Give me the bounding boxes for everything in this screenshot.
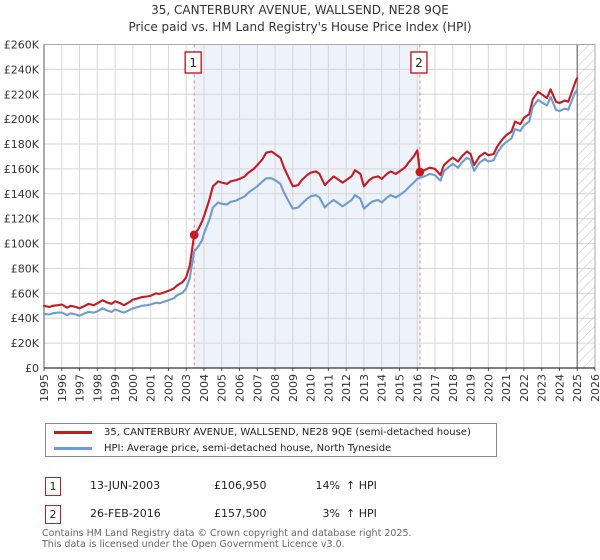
svg-text:1: 1 <box>189 56 197 70</box>
svg-text:2009: 2009 <box>287 374 300 402</box>
legend-item-hpi: HPI: Average price, semi-detached house,… <box>54 442 496 455</box>
svg-text:2010: 2010 <box>305 374 318 402</box>
sale-2-marker-badge: 2 <box>45 505 61 524</box>
blue-line-swatch <box>54 446 92 450</box>
sale-1-price: £106,950 <box>214 479 267 492</box>
svg-text:2026: 2026 <box>589 374 600 402</box>
price-chart: 1 2 £0 £20K £40K £60K £80K £100K £120K £140K £160K… <box>4 39 600 403</box>
svg-text:2011: 2011 <box>322 374 335 402</box>
sale-1-marker-badge: 1 <box>45 477 61 496</box>
svg-text:1996: 1996 <box>56 374 69 402</box>
sale-1-hpi-percent: 14% <box>315 479 340 492</box>
svg-text:2002: 2002 <box>162 374 175 402</box>
svg-text:£260K: £260K <box>4 39 40 52</box>
svg-text:2000: 2000 <box>127 374 140 402</box>
svg-text:2015: 2015 <box>393 374 406 402</box>
svg-text:£140K: £140K <box>4 188 40 201</box>
sale-2-price: £157,500 <box>214 507 267 520</box>
svg-text:2001: 2001 <box>145 374 158 402</box>
svg-text:2021: 2021 <box>500 374 513 402</box>
svg-text:£80K: £80K <box>11 262 40 275</box>
license-footer: Contains HM Land Registry data © Crown c… <box>42 528 412 550</box>
svg-text:£180K: £180K <box>4 138 40 151</box>
svg-text:£200K: £200K <box>4 113 40 126</box>
svg-text:2025: 2025 <box>571 374 584 402</box>
svg-text:2020: 2020 <box>482 374 495 402</box>
svg-text:2007: 2007 <box>251 374 264 402</box>
svg-text:2005: 2005 <box>216 374 229 402</box>
svg-text:2: 2 <box>415 56 423 70</box>
svg-text:2006: 2006 <box>234 374 247 402</box>
svg-text:£240K: £240K <box>4 63 40 76</box>
svg-text:£20K: £20K <box>11 337 40 350</box>
svg-text:2023: 2023 <box>536 374 549 402</box>
svg-text:2019: 2019 <box>465 374 478 402</box>
svg-text:£100K: £100K <box>4 238 40 251</box>
svg-text:2003: 2003 <box>180 374 193 402</box>
footer-line-1: Contains HM Land Registry data © Crown c… <box>42 528 412 539</box>
sale-2-date: 26-FEB-2016 <box>90 507 161 520</box>
svg-text:2022: 2022 <box>518 374 531 402</box>
svg-text:2013: 2013 <box>358 374 371 402</box>
red-line-swatch <box>54 430 92 434</box>
svg-text:£220K: £220K <box>4 88 40 101</box>
svg-text:2008: 2008 <box>269 374 282 402</box>
legend-item-property: 35, CANTERBURY AVENUE, WALLSEND, NE28 9Q… <box>54 426 496 439</box>
svg-text:£60K: £60K <box>11 287 40 300</box>
svg-text:2004: 2004 <box>198 374 211 402</box>
page-title: 35, CANTERBURY AVENUE, WALLSEND, NE28 9Q… <box>151 3 449 17</box>
svg-text:1995: 1995 <box>38 374 51 402</box>
legend-label-property: 35, CANTERBURY AVENUE, WALLSEND, NE28 9Q… <box>104 426 471 438</box>
svg-text:£40K: £40K <box>11 312 40 325</box>
svg-text:£120K: £120K <box>4 213 40 226</box>
sale-1-date: 13-JUN-2003 <box>90 479 161 492</box>
svg-text:1997: 1997 <box>74 374 87 402</box>
sale-1-hpi-direction: ↑ HPI <box>346 479 377 492</box>
svg-text:1998: 1998 <box>91 374 104 402</box>
svg-text:2016: 2016 <box>411 374 424 402</box>
sale-2-hpi-direction: ↑ HPI <box>346 507 377 520</box>
svg-text:£160K: £160K <box>4 163 40 176</box>
legend-label-hpi: HPI: Average price, semi-detached house,… <box>104 442 392 454</box>
svg-text:2014: 2014 <box>376 374 389 402</box>
svg-text:2024: 2024 <box>553 374 566 402</box>
svg-text:1999: 1999 <box>109 374 122 402</box>
svg-text:£0: £0 <box>25 362 39 375</box>
footer-line-2: This data is licensed under the Open Gov… <box>42 538 345 550</box>
svg-text:2012: 2012 <box>340 374 353 402</box>
sale-2-hpi-percent: 3% <box>322 507 340 520</box>
svg-text:2017: 2017 <box>429 374 442 402</box>
page-subtitle: Price paid vs. HM Land Registry's House … <box>128 20 472 34</box>
svg-text:2018: 2018 <box>447 374 460 402</box>
chart-legend: 35, CANTERBURY AVENUE, WALLSEND, NE28 9Q… <box>45 423 497 457</box>
